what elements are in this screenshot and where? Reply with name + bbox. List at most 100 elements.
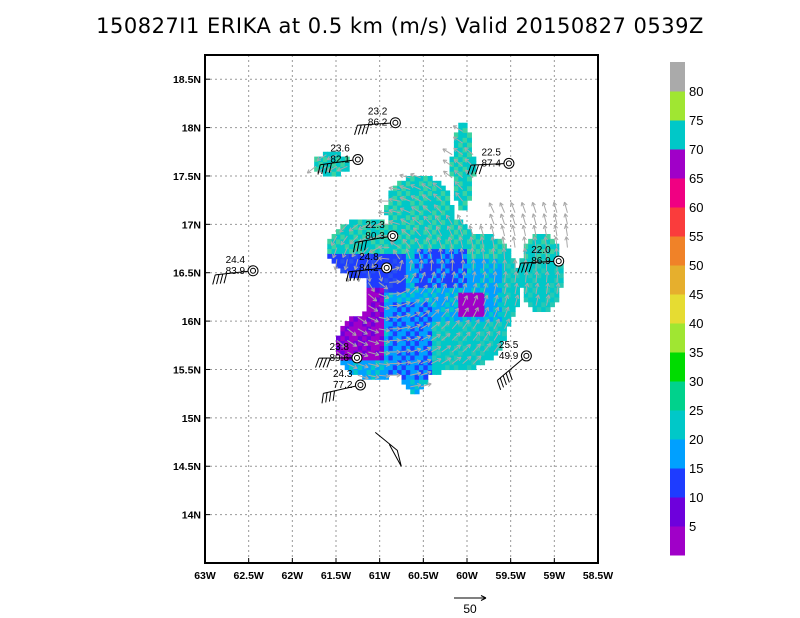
wind-speed-cell [471, 253, 477, 259]
wind-speed-cell [536, 253, 542, 259]
wind-speed-cell [375, 263, 381, 269]
wind-speed-cell [445, 190, 451, 196]
wind-speed-cell [497, 301, 503, 308]
wind-speed-cell [340, 161, 346, 167]
wind-vector-head [438, 248, 443, 253]
wind-vector-shaft [482, 248, 485, 260]
wind-speed-cell [397, 330, 403, 337]
observation-direction-label: 84.2 [359, 263, 379, 274]
wind-speed-cell [397, 292, 403, 298]
wind-vector-shaft [483, 271, 486, 283]
wind-speed-cell [449, 277, 455, 283]
wind-vector-head [441, 271, 446, 276]
wind-speed-cell [453, 277, 459, 283]
colorbar-label: 70 [689, 142, 703, 157]
wind-speed-cell [436, 209, 442, 216]
wind-speed-cell [401, 224, 407, 230]
wind-speed-cell [423, 282, 429, 288]
wind-speed-cell [405, 200, 411, 206]
wind-speed-cell [418, 287, 424, 293]
lat-tick-label: 15N [182, 413, 201, 425]
wind-vector-shaft [514, 283, 518, 295]
reference-vector-label: 50 [463, 602, 477, 616]
wind-speed-cell [532, 277, 538, 283]
wind-vector-head [418, 259, 424, 264]
wind-vector-head [434, 215, 439, 220]
wind-speed-cell [397, 224, 403, 230]
wind-vector-shaft [470, 236, 474, 248]
wind-vector-head [367, 223, 373, 229]
wind-vector-head [520, 202, 526, 207]
wind-speed-cell [436, 287, 442, 293]
wind-speed-cell [549, 282, 555, 288]
wind-speed-cell [528, 238, 534, 245]
wind-speed-cell [414, 272, 420, 279]
wind-speed-cell [370, 354, 376, 361]
wind-vector-head [456, 356, 462, 361]
wind-speed-cell [528, 301, 534, 308]
wind-speed-cell [392, 335, 398, 342]
wind-vector-shaft [443, 170, 453, 179]
wind-vector-head [456, 214, 462, 219]
wind-speed-cell [379, 229, 385, 235]
wind-speed-cell [467, 277, 472, 283]
wind-speed-cell [541, 238, 547, 245]
wind-speed-cell [453, 161, 459, 167]
colorbar-swatch [670, 323, 685, 353]
wind-speed-cell [384, 292, 389, 298]
wind-barb-staff [470, 162, 509, 166]
wind-speed-cell [532, 243, 538, 250]
wind-vector-head [396, 303, 401, 308]
lat-tick-label: 17N [182, 219, 201, 231]
wind-speed-cell [515, 277, 520, 283]
wind-vector-shaft [399, 301, 411, 307]
wind-speed-cell [510, 263, 516, 269]
wind-speed-cell [445, 287, 451, 293]
wind-speed-cell [440, 267, 446, 274]
wind-vector-head [505, 318, 510, 323]
wind-speed-cell [475, 301, 481, 308]
wind-vector-head [495, 318, 500, 324]
wind-vector-head [378, 210, 383, 215]
wind-speed-cell [410, 224, 416, 230]
observation-marker: 24.377.2 [333, 369, 366, 391]
wind-speed-cell [405, 379, 411, 385]
wind-speed-cell [384, 238, 389, 245]
wind-speed-cell [336, 335, 341, 342]
wind-speed-cell [484, 354, 490, 361]
observation-speed-label: 24.4 [226, 255, 246, 266]
wind-speed-cell [375, 364, 381, 371]
wind-speed-cell [375, 354, 381, 361]
wind-vector-shaft [400, 218, 411, 225]
wind-speed-cell [536, 272, 542, 279]
wind-speed-cell [453, 137, 459, 143]
wind-vector-head [388, 219, 394, 225]
wind-speed-cell [344, 350, 350, 356]
wind-speed-cell [384, 364, 389, 371]
wind-vector-head [511, 224, 516, 230]
wind-speed-cell [397, 238, 403, 245]
wind-vector-head [342, 253, 347, 258]
wind-vector-head [399, 196, 404, 201]
wind-speed-cell [379, 325, 385, 332]
wind-vector-head [406, 360, 411, 366]
wind-speed-cell [445, 301, 451, 308]
wind-speed-cell [388, 253, 394, 259]
wind-speed-cell [549, 296, 555, 303]
wind-speed-cell [493, 263, 499, 269]
wind-speed-cell [405, 277, 411, 283]
wind-speed-cell [453, 234, 459, 240]
lon-tick-label: 60.5W [408, 570, 438, 582]
wind-vector-shaft [490, 225, 495, 237]
wind-speed-cell [392, 258, 398, 264]
wind-vector-head [349, 239, 355, 245]
wind-speed-cell [484, 350, 490, 356]
wind-speed-cell [480, 335, 486, 342]
wind-speed-cell [536, 234, 542, 240]
wind-vector-head [374, 318, 379, 323]
wind-speed-cell [357, 248, 363, 254]
wind-vector-head [479, 225, 484, 230]
wind-vector-head [416, 311, 421, 316]
wind-vector-shaft [420, 347, 432, 353]
wind-vector-head [445, 320, 451, 326]
